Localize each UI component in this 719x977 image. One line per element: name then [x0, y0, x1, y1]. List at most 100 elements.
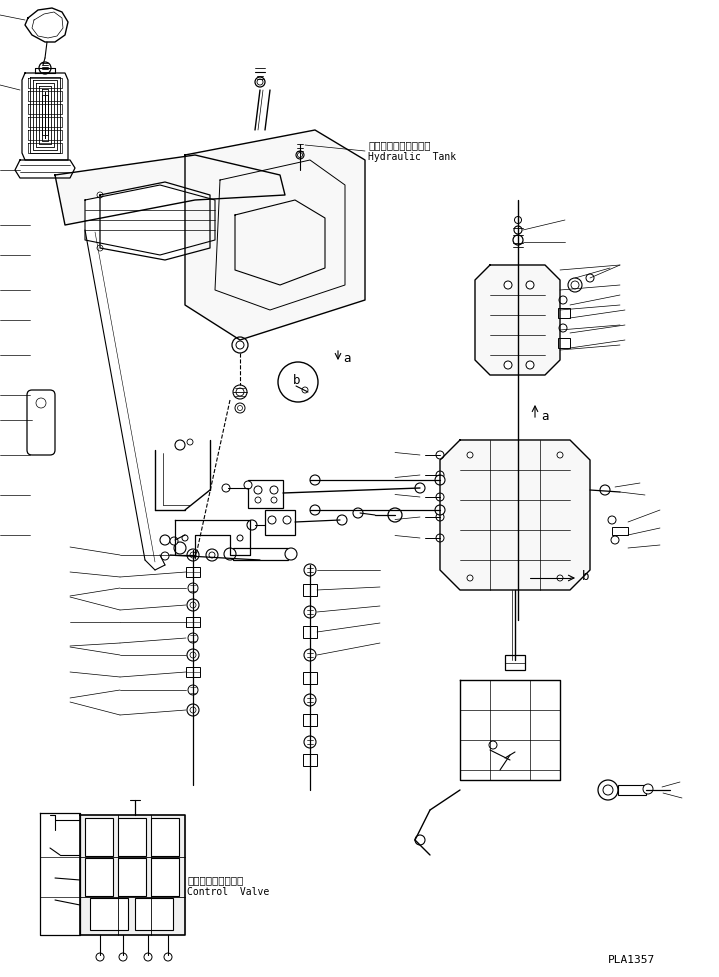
Bar [505, 655, 525, 670]
Text: コントロールバルブ: コントロールバルブ [187, 875, 243, 885]
Bar [186, 617, 200, 627]
Bar [558, 308, 570, 318]
Circle shape [206, 549, 218, 561]
Circle shape [310, 475, 320, 485]
Circle shape [187, 704, 199, 716]
Circle shape [504, 281, 512, 289]
Circle shape [254, 486, 262, 494]
Polygon shape [440, 440, 590, 590]
Circle shape [190, 602, 196, 608]
Polygon shape [85, 185, 215, 255]
Circle shape [174, 542, 186, 554]
Circle shape [244, 481, 252, 489]
FancyBboxPatch shape [27, 390, 55, 455]
Polygon shape [40, 813, 80, 935]
Circle shape [40, 63, 50, 73]
Bar [265, 510, 295, 535]
Bar [303, 584, 317, 596]
Circle shape [559, 324, 567, 332]
Circle shape [187, 439, 193, 445]
Circle shape [187, 599, 199, 611]
Circle shape [436, 513, 444, 521]
Circle shape [36, 398, 46, 408]
Circle shape [236, 341, 244, 349]
Circle shape [187, 649, 199, 661]
Text: Hydraulic  Tank: Hydraulic Tank [368, 152, 456, 162]
Circle shape [304, 736, 316, 748]
Bar [118, 858, 146, 896]
Circle shape [603, 785, 613, 795]
Circle shape [436, 534, 444, 542]
Circle shape [237, 535, 243, 541]
Polygon shape [475, 265, 560, 375]
Circle shape [237, 405, 242, 410]
Circle shape [304, 649, 316, 661]
Bar [85, 818, 113, 856]
Circle shape [310, 505, 320, 515]
Circle shape [187, 549, 199, 561]
Circle shape [513, 235, 523, 245]
Circle shape [304, 606, 316, 618]
Circle shape [571, 281, 579, 289]
Circle shape [467, 575, 473, 581]
Circle shape [388, 508, 402, 522]
Circle shape [39, 62, 51, 74]
Circle shape [298, 152, 303, 157]
Circle shape [170, 537, 178, 545]
Circle shape [337, 515, 347, 525]
Text: a: a [343, 352, 350, 364]
Circle shape [190, 552, 196, 558]
Circle shape [233, 385, 247, 399]
Bar [85, 858, 113, 896]
Circle shape [467, 452, 473, 458]
Circle shape [190, 707, 196, 713]
Circle shape [304, 694, 316, 706]
Text: b: b [582, 570, 590, 582]
Polygon shape [22, 73, 68, 160]
Circle shape [504, 361, 512, 369]
Circle shape [97, 192, 103, 198]
Circle shape [353, 508, 363, 518]
Circle shape [557, 452, 563, 458]
Bar [248, 480, 283, 508]
Text: PLA1357: PLA1357 [608, 955, 655, 965]
Circle shape [514, 226, 522, 234]
Circle shape [96, 953, 104, 961]
Circle shape [209, 552, 215, 558]
Circle shape [526, 281, 534, 289]
Bar [303, 626, 317, 638]
Circle shape [515, 217, 521, 224]
Circle shape [435, 505, 445, 515]
Circle shape [598, 780, 618, 800]
Circle shape [42, 65, 48, 71]
Polygon shape [55, 155, 285, 225]
Bar [618, 785, 646, 795]
Circle shape [283, 516, 291, 524]
Bar [151, 858, 179, 896]
Circle shape [164, 953, 172, 961]
Circle shape [600, 485, 610, 495]
Circle shape [160, 535, 170, 545]
Circle shape [207, 245, 213, 251]
Bar [233, 548, 288, 560]
Circle shape [285, 548, 297, 560]
Circle shape [296, 151, 304, 159]
Circle shape [97, 245, 103, 251]
Circle shape [557, 575, 563, 581]
Circle shape [207, 192, 213, 198]
Polygon shape [80, 815, 185, 935]
Circle shape [46, 844, 54, 852]
Circle shape [568, 278, 582, 292]
Circle shape [224, 548, 236, 560]
Circle shape [271, 497, 277, 503]
Circle shape [608, 516, 616, 524]
Circle shape [643, 784, 653, 794]
Text: ハイドロリックタンク: ハイドロリックタンク [368, 140, 431, 150]
Circle shape [586, 274, 594, 282]
Circle shape [278, 362, 318, 402]
Circle shape [304, 564, 316, 576]
Circle shape [161, 552, 169, 560]
Circle shape [247, 520, 257, 530]
Circle shape [415, 835, 425, 845]
Circle shape [415, 483, 425, 493]
